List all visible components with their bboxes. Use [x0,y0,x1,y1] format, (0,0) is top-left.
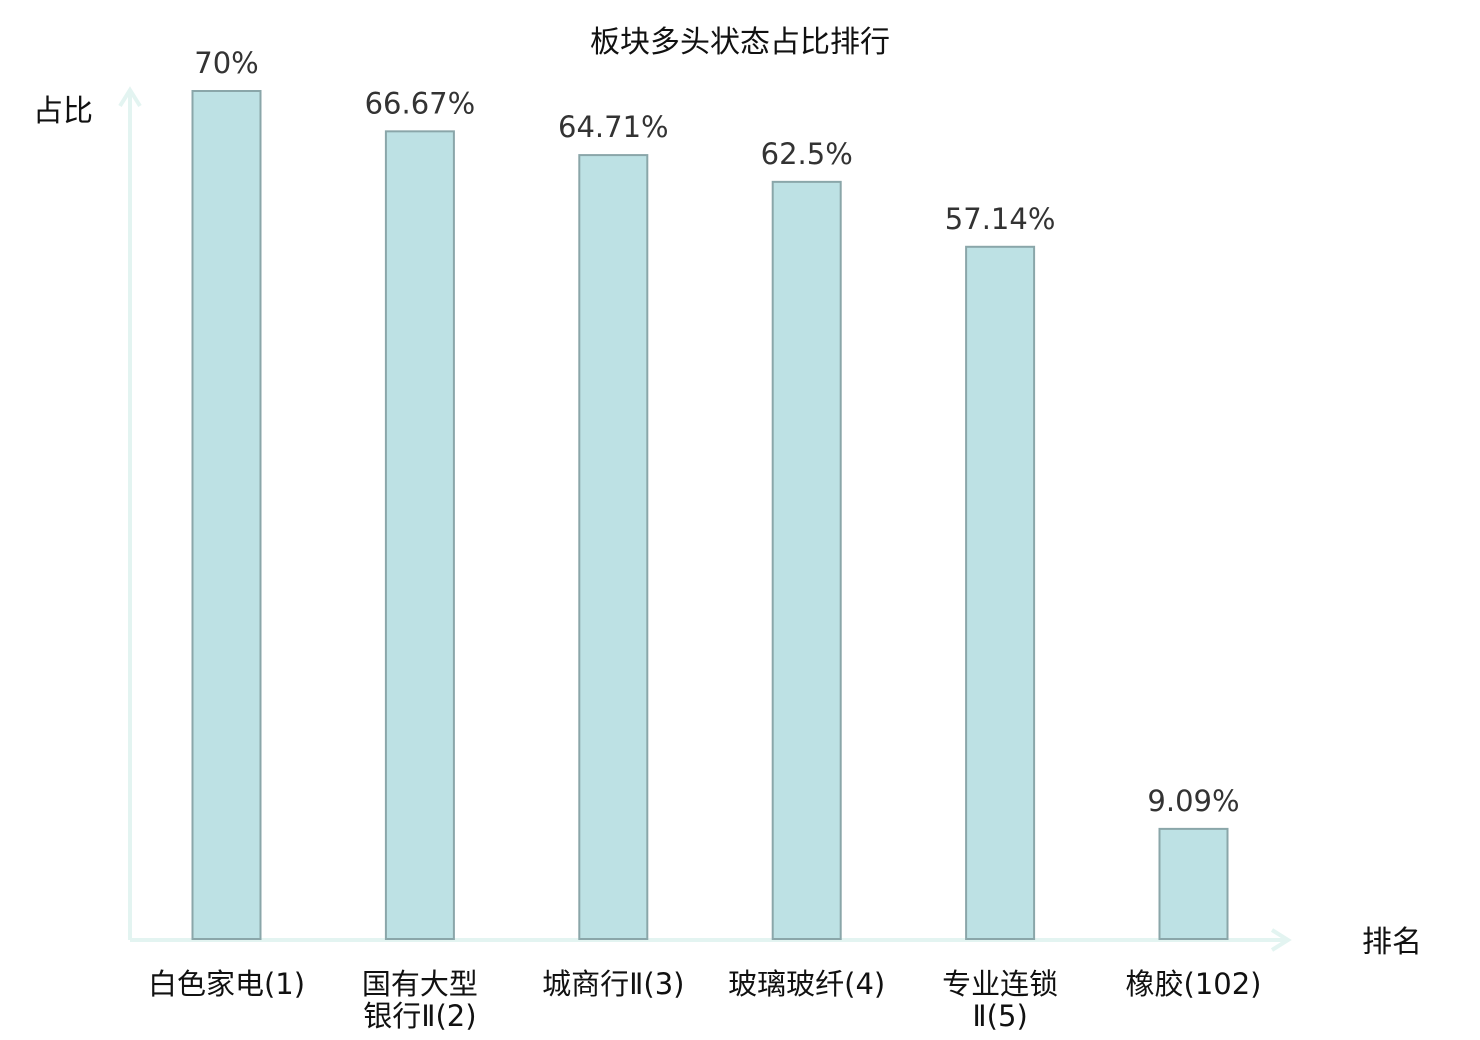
data-label: 9.09% [1147,784,1239,818]
x-axis-label: 排名 [1362,925,1422,960]
x-axis-arrow [1270,928,1292,952]
category-label: 白色家电(1) [148,967,305,1001]
value-label-group: 70% 66.67% 64.71% 62.5% 57.14% 9.09% [194,46,1239,818]
bar [191,90,262,940]
bar [965,245,1036,940]
bar [578,154,649,940]
category-label: 玻璃玻纤(4) [728,967,885,1001]
data-label: 62.5% [761,137,853,171]
bar [1158,827,1229,941]
y-axis-arrow [118,86,142,108]
data-label: 66.67% [365,86,476,120]
y-axis-label: 占比 [33,94,93,129]
chart-title: 板块多头状态占比排行 [590,25,890,60]
category-label: 专业连锁 [942,967,1058,1001]
bar-group [191,90,1229,941]
bar [384,130,455,940]
data-label: 57.14% [945,202,1056,236]
data-label: 70% [194,46,258,80]
category-label: 国有大型 [362,967,478,1001]
bar [771,180,842,941]
category-label: 银行Ⅱ(2) [363,999,476,1033]
data-label: 64.71% [558,110,669,144]
category-label: Ⅱ(5) [972,999,1027,1033]
category-label: 橡胶(102) [1126,967,1262,1001]
category-label: 城商行Ⅱ(3) [542,967,684,1001]
